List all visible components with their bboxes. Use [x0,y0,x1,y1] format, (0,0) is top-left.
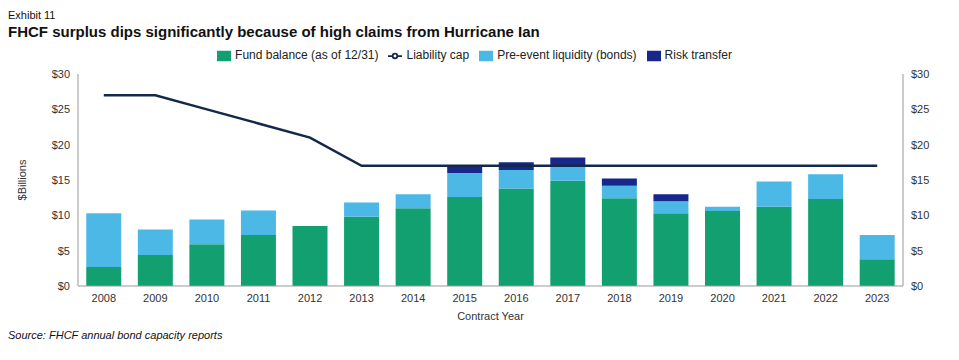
svg-text:2019: 2019 [659,292,683,304]
html-text:Risk transfer: Risk transfer [664,48,732,62]
svg-text:$Billions: $Billions [16,159,28,200]
svg-text:Contract Year: Contract Year [457,310,524,322]
svg-text:$0: $0 [911,280,923,292]
svg-text:$5: $5 [911,245,923,257]
html-text:Pre-event liquidity (bonds): Pre-event liquidity (bonds) [497,48,637,62]
svg-text:$20: $20 [911,139,929,151]
svg-text:2011: 2011 [247,292,271,304]
svg-text:$20: $20 [52,139,70,151]
svg-text:2021: 2021 [762,292,786,304]
svg-text:2012: 2012 [298,292,322,304]
svg-text:2018: 2018 [607,292,631,304]
html-text:Liability cap: Liability cap [406,48,470,62]
svg-text:$15: $15 [52,174,70,186]
html-text:FHCF surplus dips significantl: FHCF surplus dips significantly because … [8,23,540,40]
svg-text:2022: 2022 [813,292,837,304]
svg-text:$25: $25 [911,103,929,115]
svg-text:2008: 2008 [92,292,116,304]
svg-text:2015: 2015 [452,292,476,304]
html-text:Exhibit 11: Exhibit 11 [8,9,56,21]
svg-text:2016: 2016 [504,292,528,304]
svg-text:$30: $30 [52,68,70,80]
svg-text:$15: $15 [911,174,929,186]
html-text:Fund balance (as of 12/31): Fund balance (as of 12/31) [235,48,379,62]
svg-text:$5: $5 [58,245,70,257]
svg-text:2023: 2023 [865,292,889,304]
svg-text:2014: 2014 [401,292,425,304]
svg-text:$10: $10 [911,209,929,221]
svg-text:2017: 2017 [556,292,580,304]
svg-text:2020: 2020 [710,292,734,304]
svg-text:$25: $25 [52,103,70,115]
svg-text:$0: $0 [58,280,70,292]
svg-text:2009: 2009 [143,292,167,304]
svg-text:$30: $30 [911,68,929,80]
svg-text:2010: 2010 [195,292,219,304]
svg-text:2013: 2013 [349,292,373,304]
html-text:Source: FHCF annual bond capac: Source: FHCF annual bond capacity report… [8,329,223,341]
svg-text:$10: $10 [52,209,70,221]
